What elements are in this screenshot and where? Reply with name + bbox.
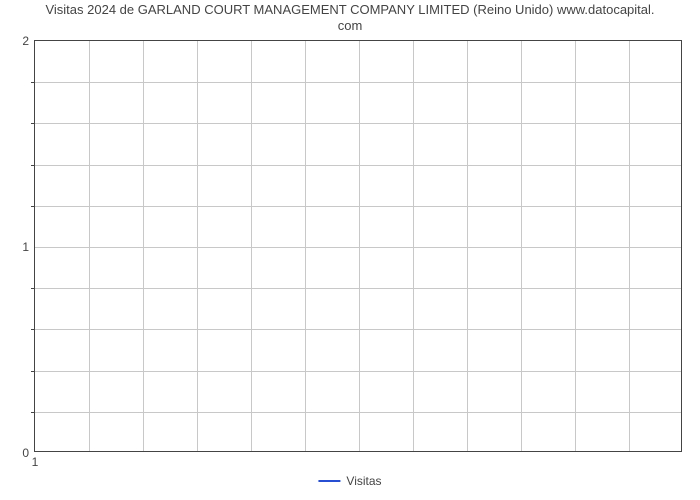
gridline-vertical bbox=[629, 41, 630, 451]
gridline-vertical bbox=[143, 41, 144, 451]
y-axis-tick-label: 1 bbox=[22, 240, 35, 254]
y-axis-minor-tick bbox=[31, 412, 35, 413]
y-axis-minor-tick bbox=[31, 123, 35, 124]
gridline-vertical bbox=[575, 41, 576, 451]
chart-title-line1: Visitas 2024 de GARLAND COURT MANAGEMENT… bbox=[0, 2, 700, 18]
y-axis-minor-tick bbox=[31, 371, 35, 372]
y-axis-minor-tick bbox=[31, 288, 35, 289]
gridline-horizontal bbox=[35, 206, 681, 207]
gridline-horizontal bbox=[35, 412, 681, 413]
chart-container: Visitas 2024 de GARLAND COURT MANAGEMENT… bbox=[0, 0, 700, 500]
chart-title-line2: com bbox=[0, 18, 700, 34]
gridline-horizontal bbox=[35, 371, 681, 372]
gridline-horizontal bbox=[35, 247, 681, 248]
plot-area: 0121 bbox=[34, 40, 682, 452]
gridline-vertical bbox=[467, 41, 468, 451]
gridline-vertical bbox=[89, 41, 90, 451]
y-axis-minor-tick bbox=[31, 329, 35, 330]
gridline-horizontal bbox=[35, 165, 681, 166]
y-axis-minor-tick bbox=[31, 206, 35, 207]
gridline-vertical bbox=[413, 41, 414, 451]
gridline-horizontal bbox=[35, 288, 681, 289]
y-axis-minor-tick bbox=[31, 165, 35, 166]
gridline-horizontal bbox=[35, 82, 681, 83]
gridline-vertical bbox=[251, 41, 252, 451]
gridline-vertical bbox=[359, 41, 360, 451]
gridline-vertical bbox=[521, 41, 522, 451]
y-axis-tick-label: 2 bbox=[22, 34, 35, 48]
y-axis-minor-tick bbox=[31, 82, 35, 83]
legend: Visitas bbox=[318, 474, 381, 488]
gridline-vertical bbox=[197, 41, 198, 451]
x-axis-tick-label: 1 bbox=[32, 451, 39, 469]
gridline-horizontal bbox=[35, 329, 681, 330]
gridline-horizontal bbox=[35, 123, 681, 124]
legend-label: Visitas bbox=[346, 474, 381, 488]
legend-swatch bbox=[318, 480, 340, 482]
chart-title: Visitas 2024 de GARLAND COURT MANAGEMENT… bbox=[0, 0, 700, 35]
gridline-vertical bbox=[305, 41, 306, 451]
